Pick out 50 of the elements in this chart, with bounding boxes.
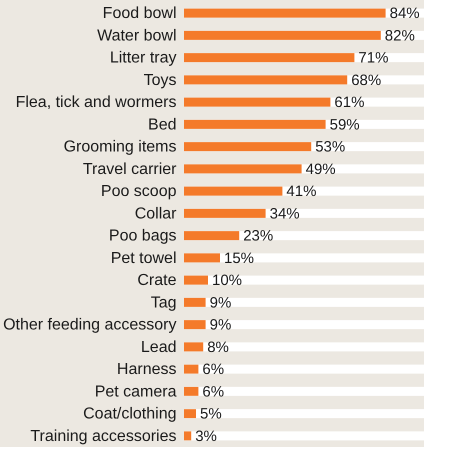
y-tick-label: Litter tray [110,50,176,67]
bar [184,364,198,374]
y-tick-label: Bed [148,116,176,134]
data-label: 10% [212,272,242,290]
y-tick-label: Crate [137,272,177,290]
data-label: 61% [334,94,364,112]
data-label: 34% [270,205,300,222]
data-label: 3% [195,428,217,445]
bar [184,320,206,330]
y-tick-label: Toys [144,72,176,89]
data-label: 6% [202,383,224,400]
bar [184,231,240,240]
data-label: 41% [286,183,316,200]
y-tick-label: Flea, tick and wormers [16,94,176,112]
y-tick-label: Harness [116,361,176,378]
y-tick-label: Collar [134,205,178,222]
y-tick-label: Other feeding accessory [3,316,176,334]
y-tick-label: Lead [140,338,176,356]
data-label: 8% [207,338,229,356]
y-tick-label: Water bowl [97,27,176,44]
y-tick-label: Pet towel [110,250,176,267]
data-label: 15% [224,250,254,267]
y-tick-label: Coat/clothing [83,406,176,423]
bar [184,409,196,418]
data-label: 53% [315,138,346,156]
bar [184,386,198,396]
y-tick-label: Training accessories [30,428,176,445]
data-label: 82% [384,27,415,44]
data-label: 5% [200,406,222,423]
bar [184,298,206,307]
data-label: 23% [243,228,274,245]
y-tick-label: Poo scoop [100,183,177,200]
y-tick-label: Grooming items [64,138,176,156]
data-label: 9% [210,316,232,334]
y-tick-label: Poo bags [108,228,176,245]
bar [184,342,204,352]
data-label: 6% [202,361,224,378]
data-label: 59% [330,116,360,134]
bar [184,253,220,262]
data-label: 49% [306,160,336,178]
bar [184,431,192,440]
data-label: 9% [210,294,232,312]
y-tick-label: Food bowl [102,5,176,22]
y-tick-label: Travel carrier [82,160,178,178]
bar [184,276,208,285]
data-label: 68% [351,72,382,89]
y-tick-label: Tag [150,294,176,312]
data-label: 71% [358,50,388,67]
data-label: 84% [390,5,420,22]
y-tick-label: Pet camera [94,383,177,400]
